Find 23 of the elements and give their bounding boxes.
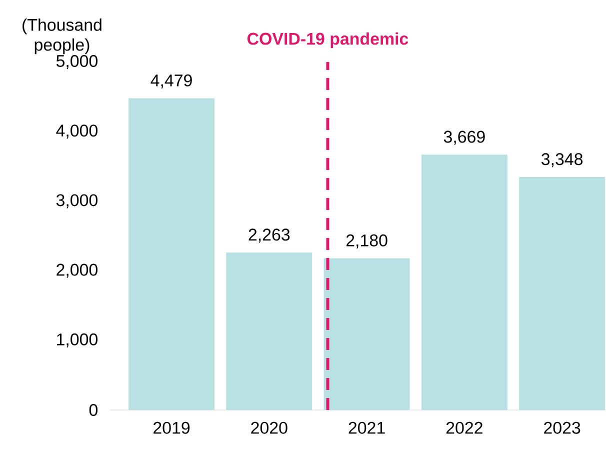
ref-line-label: COVID-19 pandemic (247, 32, 408, 48)
y-tick-label: 0 (89, 404, 98, 416)
x-tick-label: 2020 (251, 422, 288, 434)
bar (421, 154, 508, 410)
bar (128, 98, 215, 410)
data-label: 4,479 (150, 74, 192, 88)
y-tick-label: 4,000 (56, 124, 98, 139)
bar (519, 176, 606, 410)
y-tick-label: 5,000 (56, 55, 98, 69)
y-tick-label: 2,000 (56, 264, 98, 278)
y-tick-label: 3,000 (56, 194, 98, 208)
data-label: 2,263 (248, 228, 290, 243)
data-label: 3,669 (444, 130, 485, 145)
bar (324, 258, 410, 410)
x-tick-label: 2023 (544, 422, 580, 434)
data-label: 3,348 (542, 153, 583, 168)
x-tick-label: 2021 (348, 422, 385, 434)
x-tick-label: 2019 (154, 422, 190, 434)
data-label: 2,180 (346, 234, 388, 248)
y-tick-label: 1,000 (57, 333, 98, 348)
y-axis-title: (Thousand people) (22, 18, 102, 54)
x-tick-label: 2022 (446, 422, 482, 434)
bar (226, 252, 312, 410)
